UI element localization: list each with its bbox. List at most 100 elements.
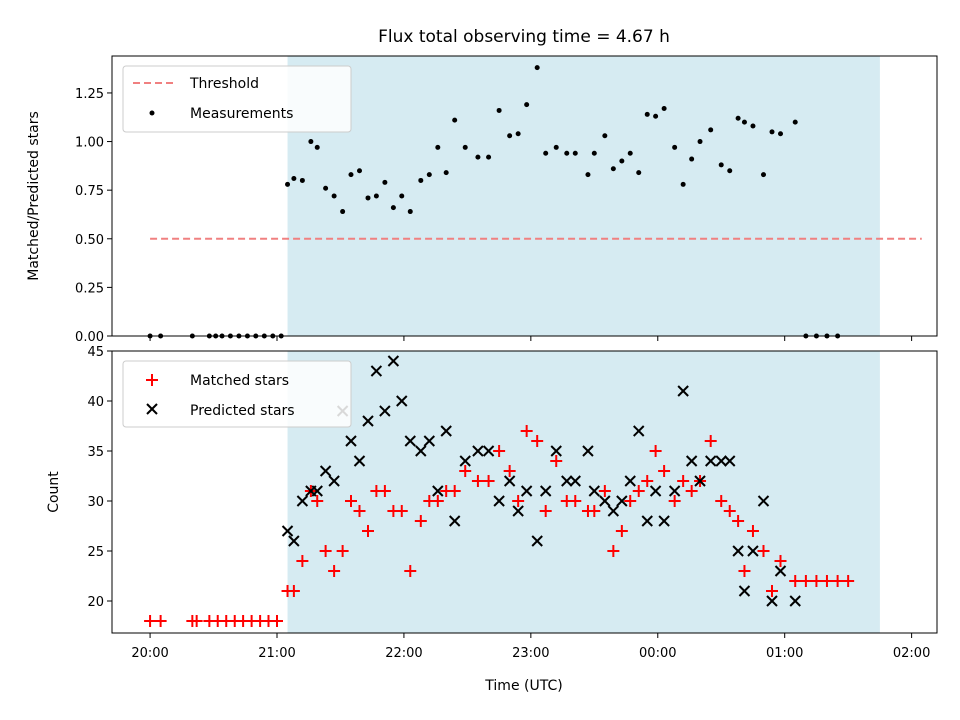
predicted-star-point <box>724 455 736 467</box>
measurement-point <box>314 144 320 150</box>
measurement-point <box>407 209 413 215</box>
matched-star-point <box>328 565 341 577</box>
measurement-point <box>697 139 703 145</box>
matched-star-point <box>520 425 533 437</box>
predicted-legend-swatch <box>146 403 158 415</box>
predicted-star-point <box>715 455 727 467</box>
predicted-star-point <box>345 435 357 447</box>
predicted-star-point <box>503 475 516 487</box>
predicted-star-stroke-b <box>641 515 653 527</box>
predicted-star-point <box>539 485 552 497</box>
measurement-point <box>308 139 314 145</box>
measurement-point <box>553 144 559 150</box>
measurement-point <box>357 168 362 174</box>
matched-star-point <box>154 615 167 627</box>
matched-star-point <box>738 565 751 577</box>
predicted-star-stroke-b <box>599 495 611 507</box>
predicted-star-stroke-b <box>677 385 689 397</box>
predicted-star-stroke-b <box>531 535 543 547</box>
matched-star-point <box>512 495 525 507</box>
ratio-legend-box <box>122 65 352 133</box>
predicted-star-point <box>633 425 645 437</box>
measurement-point <box>585 172 591 178</box>
predicted-star-point <box>658 515 670 527</box>
measurement-point <box>507 133 513 139</box>
predicted-star-point <box>328 475 340 487</box>
predicted-star-stroke-b <box>353 455 366 467</box>
predicted-star-point <box>582 445 594 457</box>
matched-star-point <box>746 525 759 537</box>
ratio-y-tick-label: 0.75 <box>75 184 104 199</box>
measurement-point <box>636 170 642 176</box>
predicted-star-point <box>432 485 444 497</box>
matched-star-point <box>190 615 203 627</box>
measurement-point <box>564 150 570 156</box>
matched-star-point <box>336 545 349 557</box>
measurement-point <box>515 131 521 137</box>
predicted-star-point <box>789 595 801 607</box>
matched-star-point <box>431 495 444 507</box>
ratio-y-tick-label: 1.00 <box>75 136 104 151</box>
predicted-star-stroke-b <box>362 415 374 427</box>
predicted-star-point <box>738 585 751 597</box>
counts-axes-frame <box>111 350 938 634</box>
predicted-star-stroke-b <box>715 455 727 467</box>
measurement-point <box>735 115 741 121</box>
matched-star-point <box>296 555 309 567</box>
time-x-tick-label: 21:00 <box>258 646 295 661</box>
threshold-legend-label: Threshold <box>189 76 259 92</box>
matched-star-point <box>471 475 484 487</box>
ratio-panel: 0.00 0.25 0.50 0.75 1.00 1.25 Matched/Predict… <box>26 55 938 345</box>
measurement-point <box>689 156 695 162</box>
predicted-star-point <box>459 455 471 467</box>
predicted-star-point <box>448 515 461 527</box>
matched-star-point <box>774 555 787 567</box>
predicted-star-stroke-b <box>472 445 484 457</box>
predicted-star-point <box>362 415 374 427</box>
matched-star-point <box>624 495 637 507</box>
matched-star-point <box>493 445 506 457</box>
predicted-star-stroke-b <box>774 565 787 577</box>
matched-star-point <box>319 545 332 557</box>
predicted-star-point <box>774 565 787 577</box>
predicted-star-stroke-b <box>404 435 416 447</box>
measurements-legend-swatch <box>149 110 155 116</box>
measurement-point <box>718 162 724 168</box>
predicted-star-point <box>757 495 770 507</box>
measurement-point <box>653 113 659 119</box>
matched-star-point <box>353 505 366 517</box>
matched-star-point <box>598 485 611 497</box>
predicted-star-stroke-b <box>694 475 706 487</box>
ratio-y-ticks: 0.00 0.25 0.50 0.75 1.00 1.25 <box>75 87 112 345</box>
predicted-star-stroke-b <box>379 405 391 417</box>
predicted-star-point <box>641 515 653 527</box>
x-axis-label: Time (UTC) <box>484 678 562 694</box>
measurement-point <box>418 177 424 183</box>
predicted-star-stroke-b <box>520 485 533 497</box>
predicted-star-stroke-b <box>459 455 471 467</box>
matched-stars-points <box>144 425 855 627</box>
ratio-y-tick-label: 0.00 <box>75 330 104 345</box>
matched-star-point <box>641 475 654 487</box>
predicted-star-stroke-b <box>370 365 383 377</box>
measurements-legend-label: Measurements <box>190 106 293 122</box>
predicted-star-stroke-b <box>512 505 524 517</box>
predicted-star-stroke-b <box>539 485 552 497</box>
matched-star-point <box>531 435 544 447</box>
predicted-star-stroke-b <box>440 425 452 437</box>
matched-legend-swatch <box>146 374 158 386</box>
ratio-legend: Threshold Measurements <box>122 65 352 133</box>
predicted-star-point <box>616 495 628 507</box>
predicted-star-point <box>370 365 383 377</box>
predicted-star-stroke-b <box>582 445 594 457</box>
predicted-star-point <box>482 445 495 457</box>
predicted-star-stroke-b <box>423 435 436 447</box>
predicted-star-point <box>353 455 366 467</box>
measurement-point <box>727 168 733 174</box>
matched-star-point <box>414 515 427 527</box>
predicted-star-stroke-b <box>288 535 300 547</box>
measurement-point <box>399 193 405 199</box>
matched-star-point <box>789 575 802 587</box>
matched-star-point <box>539 505 552 517</box>
